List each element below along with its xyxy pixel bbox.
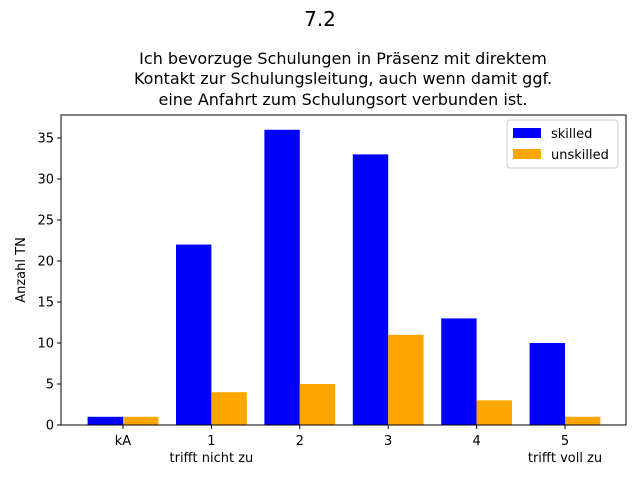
axes-group: 0 5 10 15 20 25 30 35 kA 1 trifft nicht zu 2 3 4 5 trif…: [37, 114, 627, 466]
legend-swatch-skilled: [513, 128, 541, 138]
bar-skilled-5: [529, 342, 565, 425]
x-tick-label: 4: [472, 434, 480, 449]
chart-title-line: Kontakt zur Schulungsleitung, auch wenn …: [134, 69, 552, 88]
bar-unskilled-1: [211, 392, 247, 425]
plot-frame: [60, 114, 627, 426]
y-tick-label: 0: [46, 419, 54, 434]
bar-unskilled-2: [299, 383, 336, 425]
bar-unskilled-4: [476, 400, 512, 425]
bar-skilled-3: [352, 154, 389, 425]
bar-unskilled-kA: [123, 416, 159, 425]
bar-skilled-1: [176, 244, 212, 425]
x-tick-sublabel: trifft voll zu: [528, 451, 602, 466]
chart-title-line: eine Anfahrt zum Schulungsort verbunden …: [158, 90, 527, 109]
x-tick-label: 3: [384, 434, 392, 449]
chart-title-line: Ich bevorzuge Schulungen in Präsenz mit …: [139, 49, 547, 68]
bar-skilled-4: [441, 318, 477, 425]
y-tick-label: 35: [37, 131, 54, 146]
y-tick-label: 10: [37, 336, 54, 351]
bar-unskilled-5: [565, 416, 601, 425]
x-tick-label: 5: [561, 434, 569, 449]
chart-title: Ich bevorzuge Schulungen in Präsenz mit …: [134, 49, 552, 109]
y-tick-label: 15: [37, 295, 54, 310]
x-tick-sublabel: trifft nicht zu: [170, 451, 254, 466]
legend-label-skilled: skilled: [551, 127, 592, 142]
bar-unskilled-3: [388, 334, 424, 425]
legend-swatch-unskilled: [513, 149, 541, 159]
x-tick-label: 2: [296, 434, 304, 449]
x-tick-label: 1: [207, 434, 215, 449]
bar-skilled-2: [264, 129, 300, 425]
legend-label-unskilled: unskilled: [551, 148, 609, 163]
legend: skilled unskilled: [506, 119, 619, 169]
chart-suptitle: 7.2: [304, 7, 336, 31]
bar-skilled-kA: [87, 416, 123, 425]
y-tick-label: 30: [37, 172, 54, 187]
x-tick-label: kA: [115, 434, 132, 449]
y-tick-label: 5: [46, 377, 54, 392]
y-axis-label: Anzahl TN: [14, 237, 29, 303]
y-tick-label: 25: [37, 213, 54, 228]
bars-group: [87, 129, 601, 425]
y-tick-label: 20: [37, 254, 54, 269]
